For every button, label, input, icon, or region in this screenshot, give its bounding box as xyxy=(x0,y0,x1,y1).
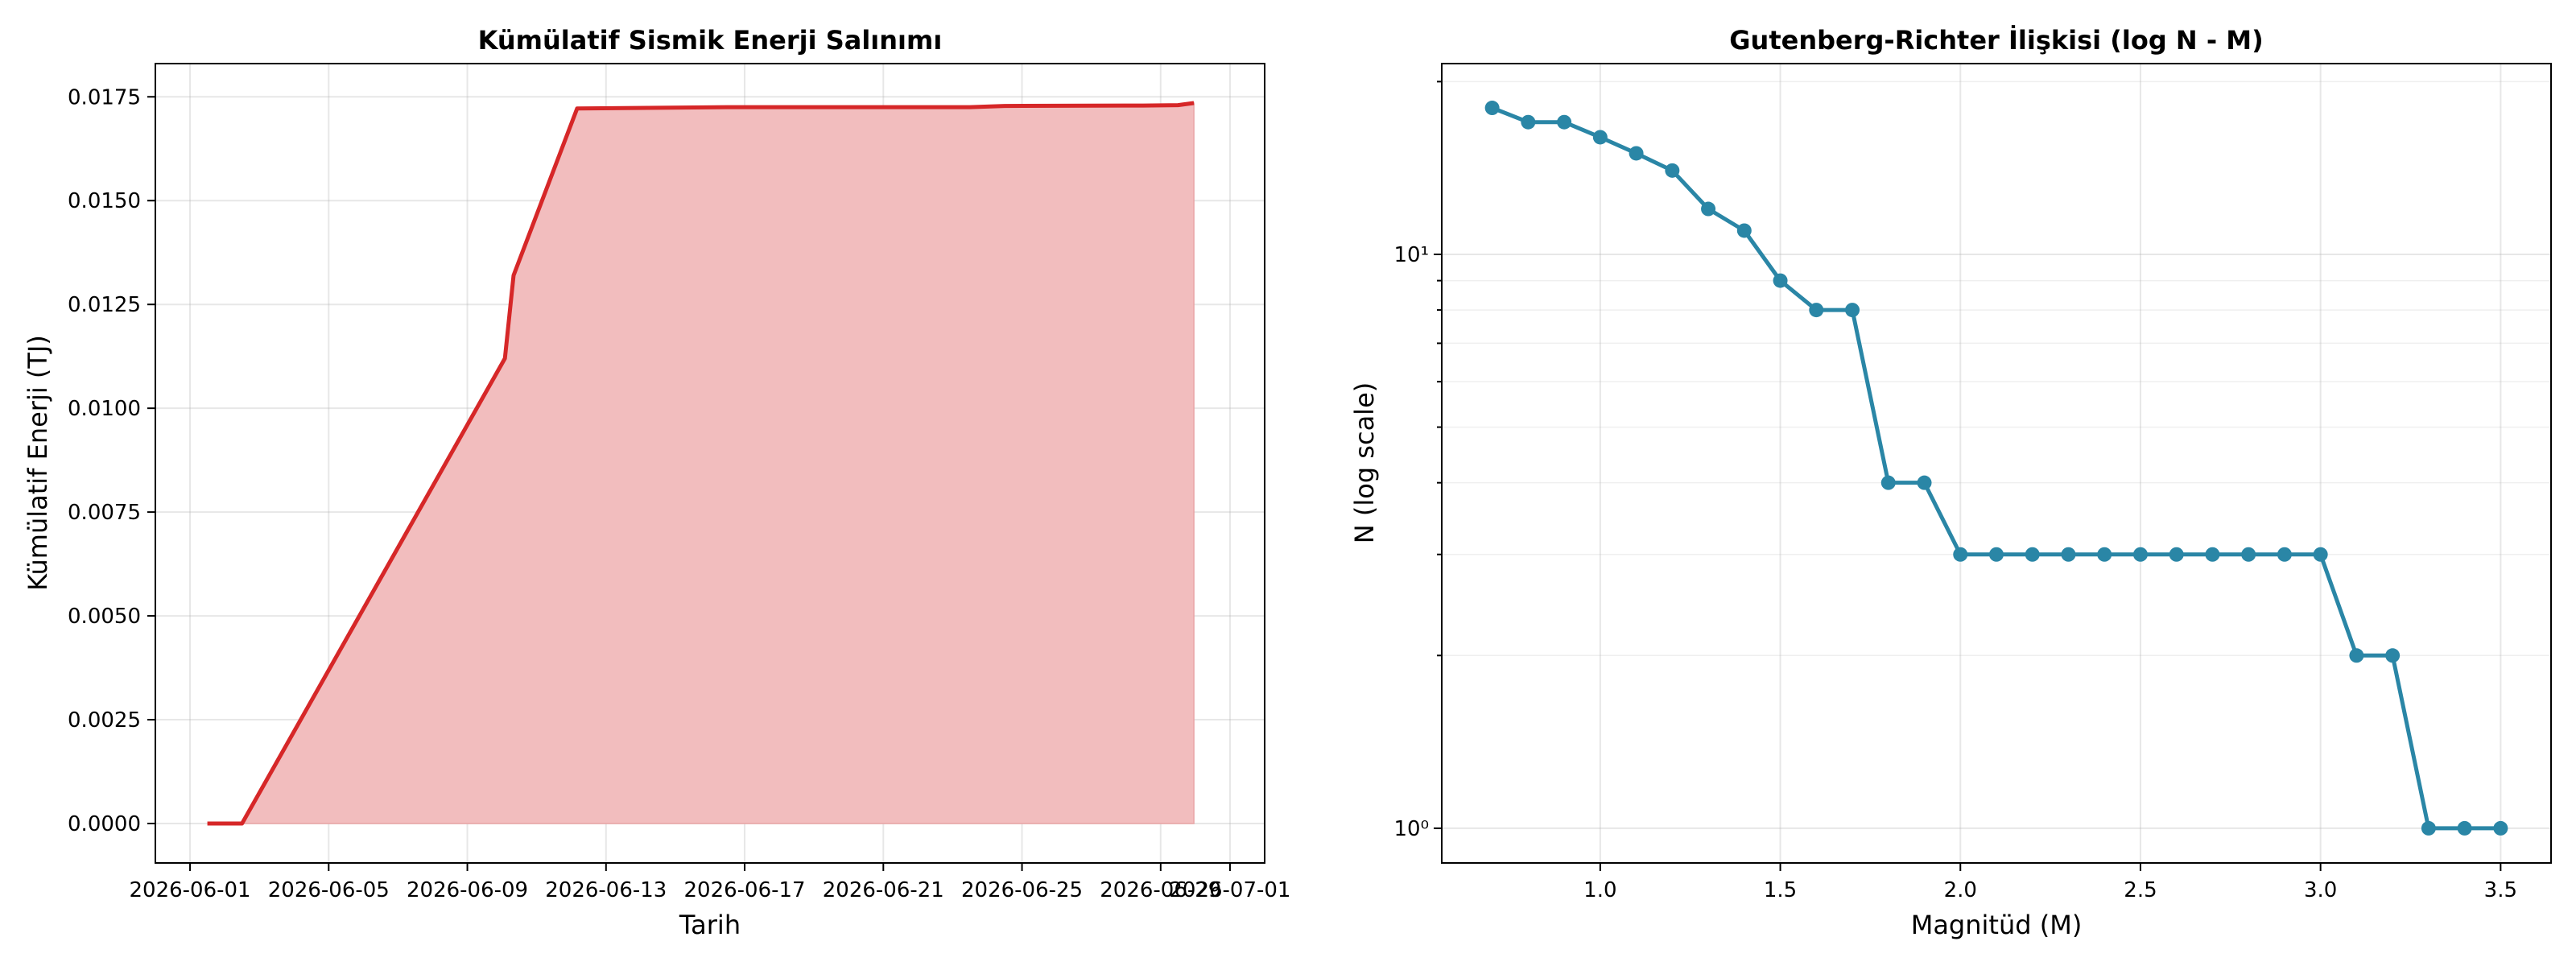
energy-x-tick-label: 2026-06-29 xyxy=(1100,878,1221,902)
energy-y-axis: 0.0000 0.0025 0.0050 0.0075 0.0100 0.0125 0.01… xyxy=(68,85,155,836)
gr-x-tick-label: 3.5 xyxy=(2484,878,2517,902)
energy-x-tick-label: 2026-06-13 xyxy=(545,878,667,902)
gr-data-point xyxy=(1809,303,1824,318)
energy-x-tick-label: 2026-07-01 xyxy=(1169,878,1290,902)
gr-data-point xyxy=(2061,547,2076,562)
gr-plot-frame xyxy=(1441,63,2552,864)
gr-data-point xyxy=(2169,547,2184,562)
energy-y-tick-label: 0.0125 xyxy=(68,293,141,317)
gr-points xyxy=(1484,101,2508,836)
energy-area xyxy=(207,102,1195,824)
energy-y-tick-label: 0.0025 xyxy=(68,708,141,733)
gr-data-point xyxy=(1845,303,1860,318)
energy-chart: 2026-06-01 2026-06-05 2026-06-09 2026-06-13… xyxy=(23,25,1290,940)
gr-chart-title: Gutenberg-Richter İlişkisi (log N - M) xyxy=(1729,25,2263,56)
gr-data-point xyxy=(2349,648,2364,663)
gr-data-point xyxy=(1701,201,1716,217)
gr-grid xyxy=(1442,64,2551,863)
gr-data-point xyxy=(2277,547,2292,562)
energy-x-tick-label: 2026-06-09 xyxy=(407,878,528,902)
energy-y-tick-label: 0.0000 xyxy=(68,812,141,836)
gr-data-point xyxy=(2025,547,2040,562)
gr-data-point xyxy=(1557,114,1572,130)
gr-y-axis-label: N (log scale) xyxy=(1349,382,1380,543)
gr-data-point xyxy=(1953,547,1968,562)
energy-y-tick-label: 0.0175 xyxy=(68,85,141,109)
gr-data-point xyxy=(2097,547,2112,562)
energy-x-tick-label: 2026-06-25 xyxy=(961,878,1083,902)
gr-x-tick-label: 1.0 xyxy=(1583,878,1616,902)
gr-x-tick-label: 3.0 xyxy=(2304,878,2337,902)
gr-line xyxy=(1491,105,2501,831)
energy-y-tick-label: 0.0100 xyxy=(68,397,141,421)
energy-y-tick-label: 0.0150 xyxy=(68,189,141,213)
gr-y-tick-label: 10⁰ xyxy=(1393,817,1429,841)
gr-data-point xyxy=(2313,547,2328,562)
gr-data-point xyxy=(2421,820,2436,836)
energy-x-tick-label: 2026-06-01 xyxy=(130,878,251,902)
gr-data-point xyxy=(2385,648,2401,663)
gr-x-tick-label: 2.0 xyxy=(1944,878,1977,902)
energy-y-tick-label: 0.0050 xyxy=(68,605,141,629)
gr-data-point xyxy=(1773,273,1788,288)
gr-data-point xyxy=(2493,820,2508,836)
gr-data-point xyxy=(1880,475,1896,490)
gr-x-tick-label: 2.5 xyxy=(2124,878,2157,902)
gr-chart: 1.0 1.5 2.0 2.5 3.0 3.5 10⁰ 10¹ Gutenberg-Rich… xyxy=(1349,25,2552,940)
gr-data-point xyxy=(1917,475,1932,490)
gr-y-axis: 10⁰ 10¹ xyxy=(1393,80,1442,841)
gr-x-axis-label: Magnitüd (M) xyxy=(1911,910,2083,940)
gr-data-point xyxy=(2457,820,2472,836)
gr-data-point xyxy=(1521,114,1536,130)
gr-x-axis: 1.0 1.5 2.0 2.5 3.0 3.5 xyxy=(1583,863,2517,902)
gr-data-point xyxy=(1989,547,2004,562)
gr-data-point xyxy=(1665,163,1680,178)
energy-x-tick-label: 2026-06-21 xyxy=(823,878,944,902)
energy-x-tick-label: 2026-06-05 xyxy=(268,878,390,902)
energy-x-axis: 2026-06-01 2026-06-05 2026-06-09 2026-06-13… xyxy=(130,863,1290,902)
gr-y-tick-label: 10¹ xyxy=(1393,243,1429,267)
gr-data-point xyxy=(2241,547,2256,562)
gr-data-point xyxy=(1736,223,1752,238)
gr-minor-grid xyxy=(1442,80,2551,657)
energy-chart-title: Kümülatif Sismik Enerji Salınımı xyxy=(478,25,943,56)
gr-data-point xyxy=(2205,547,2220,562)
energy-line xyxy=(207,101,1195,826)
energy-y-tick-label: 0.0075 xyxy=(68,501,141,525)
gr-data-point xyxy=(1484,101,1500,116)
energy-plot-frame xyxy=(155,63,1265,864)
energy-y-axis-label: Kümülatif Enerji (TJ) xyxy=(23,335,53,591)
energy-x-tick-label: 2026-06-17 xyxy=(684,878,806,902)
energy-x-axis-label: Tarih xyxy=(679,910,741,940)
gr-data-point xyxy=(2132,547,2148,562)
gr-data-point xyxy=(1629,146,1644,161)
gr-data-point xyxy=(1592,130,1608,145)
gr-x-tick-label: 1.5 xyxy=(1764,878,1797,902)
